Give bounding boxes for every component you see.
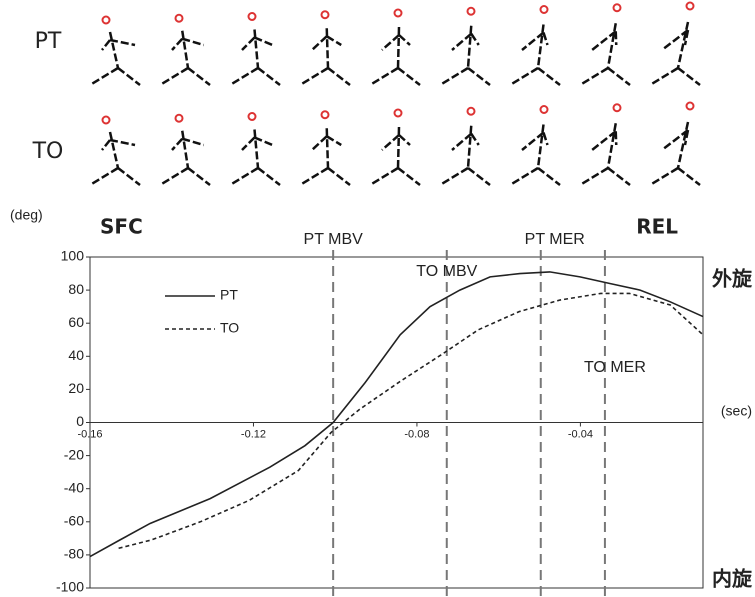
stick-figures (89, 1, 701, 187)
stick-figure (299, 28, 351, 87)
row-label: TO (32, 139, 64, 164)
x-tick-label: -0.12 (241, 428, 266, 440)
ball (101, 115, 111, 125)
y-tick-label: 20 (68, 380, 84, 396)
y-tick-label: 60 (68, 314, 84, 330)
ball (466, 106, 476, 116)
ball (685, 1, 695, 11)
y-tick-label: -60 (64, 513, 84, 529)
y-tick-label: -80 (64, 546, 84, 562)
y-tick-label: 0 (76, 413, 84, 429)
row-label: PT (35, 29, 62, 54)
ball (393, 8, 403, 18)
ball (393, 108, 403, 118)
y-tick-label: 80 (68, 281, 84, 297)
ball (685, 101, 695, 111)
y-tick-label: -40 (64, 479, 84, 495)
ball (247, 12, 257, 21)
stick-figure (579, 123, 631, 187)
stick-figure (369, 126, 421, 187)
y-tick-label: 100 (61, 248, 85, 264)
stick-figure (229, 29, 281, 87)
x-tick-label: -0.16 (77, 428, 102, 440)
y-tick-label: -20 (64, 446, 84, 462)
phase-start: SFC (100, 215, 143, 239)
ball (320, 10, 330, 20)
stick-figure (369, 26, 421, 87)
ball (466, 6, 476, 16)
bottom-label: 内旋 (712, 567, 753, 591)
y-tick-label: 40 (68, 347, 84, 363)
stick-figure (159, 30, 211, 87)
ball (612, 103, 622, 113)
stick-figure (649, 121, 701, 187)
series-line (89, 271, 704, 558)
x-tick-label: -0.08 (404, 428, 429, 440)
x-tick-label: -0.04 (568, 428, 593, 440)
x-unit: (sec) (721, 403, 752, 419)
stick-figure (89, 31, 141, 87)
ball (247, 112, 257, 121)
ball (320, 110, 330, 120)
event-label: TO MER (584, 359, 646, 376)
legend-label: PT (220, 287, 238, 303)
stick-figure (439, 25, 491, 87)
event-label: PT MER (525, 231, 585, 248)
stick-figure (509, 124, 561, 187)
y-unit: (deg) (10, 207, 43, 223)
series-line (118, 292, 704, 550)
y-tick-label: -100 (56, 579, 84, 595)
ball (539, 5, 549, 14)
stick-figure (229, 129, 281, 187)
stick-figure (649, 21, 701, 87)
legend-label: TO (220, 320, 239, 336)
phase-end: REL (636, 215, 678, 239)
ball (101, 15, 111, 25)
ball (612, 3, 622, 13)
ball (174, 113, 184, 123)
event-label: PT MBV (304, 231, 364, 248)
stick-figure (579, 23, 631, 87)
event-label: TO MBV (416, 263, 477, 280)
stick-figure (299, 128, 351, 187)
top-label: 外旋 (712, 267, 753, 291)
stick-figure (159, 130, 211, 187)
stick-figure (439, 125, 491, 187)
stick-figure (509, 24, 561, 87)
stick-figure (89, 131, 141, 187)
ball (539, 105, 549, 114)
ball (174, 13, 184, 23)
